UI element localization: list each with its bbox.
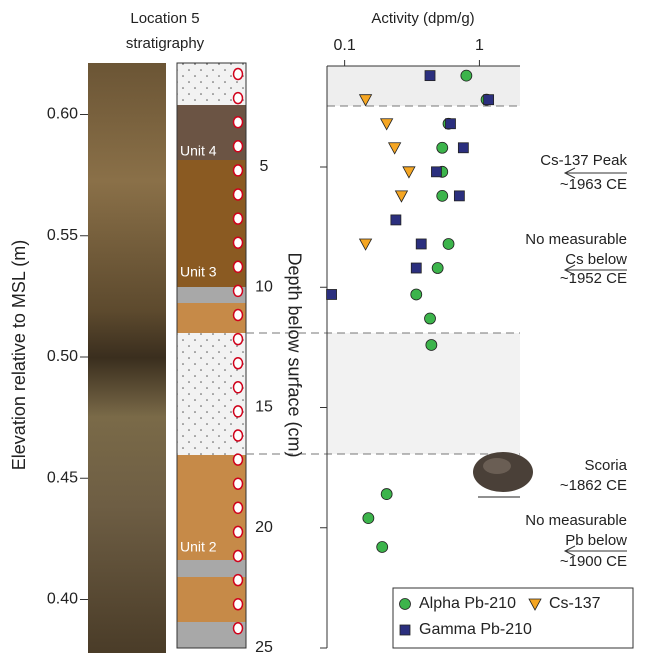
point bbox=[326, 289, 337, 300]
point bbox=[362, 512, 375, 525]
x-tick-label: 0.1 bbox=[334, 37, 356, 54]
sample-marker bbox=[232, 453, 244, 466]
point bbox=[453, 190, 465, 202]
column-title: Location 5 bbox=[130, 10, 199, 27]
annotation-arrow bbox=[563, 264, 627, 276]
sample-marker bbox=[232, 308, 244, 322]
depth-axis-title: Depth below surface (cm) bbox=[284, 252, 304, 457]
point bbox=[376, 541, 389, 553]
point bbox=[358, 94, 373, 107]
sample-marker bbox=[232, 236, 244, 249]
sample-marker bbox=[232, 140, 244, 153]
legend-box bbox=[392, 587, 634, 649]
elevation-tick-label: 0.50 bbox=[47, 348, 78, 365]
point bbox=[436, 189, 449, 202]
sample-marker bbox=[232, 212, 244, 225]
point bbox=[457, 142, 469, 154]
sample-marker bbox=[232, 260, 244, 274]
unit-label: Unit 2 bbox=[180, 539, 217, 555]
core-photo bbox=[88, 63, 166, 653]
sample-marker bbox=[232, 429, 244, 442]
sample-marker bbox=[232, 597, 244, 611]
annotation-arrow bbox=[563, 545, 627, 557]
point bbox=[460, 69, 473, 82]
scoria-image bbox=[473, 452, 533, 498]
sample-marker bbox=[232, 573, 244, 587]
legend-label: Alpha Pb-210 bbox=[419, 595, 516, 612]
point bbox=[424, 70, 436, 82]
annotation: Pb below bbox=[565, 532, 627, 549]
unit-label: Unit 4 bbox=[180, 143, 217, 159]
point bbox=[387, 142, 402, 155]
depth-tick-label: 15 bbox=[255, 399, 273, 416]
point bbox=[402, 166, 416, 179]
sample-marker bbox=[232, 477, 244, 490]
depth-tick-label: 25 bbox=[255, 639, 273, 656]
point bbox=[431, 166, 442, 178]
sample-marker bbox=[232, 549, 244, 563]
elevation-tick-label: 0.60 bbox=[47, 106, 78, 123]
depth-tick-label: 10 bbox=[255, 278, 273, 295]
annotation: ~1900 CE bbox=[560, 553, 627, 570]
unit-label: Unit 3 bbox=[180, 264, 217, 280]
shaded-bands bbox=[246, 65, 520, 455]
sample-marker bbox=[232, 501, 244, 515]
column-title: stratigraphy bbox=[126, 35, 205, 52]
point bbox=[358, 238, 373, 251]
legend-marker bbox=[399, 598, 411, 610]
elevation-tick-label: 0.40 bbox=[47, 591, 78, 608]
annotation: No measurable bbox=[525, 231, 627, 248]
point bbox=[442, 238, 455, 250]
annotation: ~1963 CE bbox=[560, 176, 627, 193]
legend-marker bbox=[528, 598, 542, 611]
legend-marker bbox=[399, 624, 411, 636]
legend-label: Gamma Pb-210 bbox=[419, 621, 532, 638]
sample-marker bbox=[232, 525, 244, 539]
point bbox=[380, 488, 393, 500]
chart-title: Activity (dpm/g) bbox=[371, 10, 474, 27]
depth-tick-label: 5 bbox=[260, 158, 269, 175]
elevation-axis-title: Elevation relative to MSL (m) bbox=[9, 240, 29, 470]
annotation: ~1862 CE bbox=[560, 477, 627, 494]
elevation-tick-label: 0.45 bbox=[47, 469, 78, 486]
sample-marker bbox=[232, 405, 244, 418]
point bbox=[425, 339, 438, 351]
sample-marker bbox=[232, 67, 244, 81]
annotation: No measurable bbox=[525, 512, 627, 529]
point bbox=[390, 214, 402, 226]
sample-marker bbox=[232, 164, 244, 177]
point bbox=[410, 288, 423, 301]
point bbox=[483, 94, 495, 106]
sample-marker bbox=[232, 356, 244, 370]
sample-marker bbox=[232, 381, 244, 394]
point bbox=[436, 141, 449, 154]
point bbox=[415, 238, 427, 250]
stratigraphy-column bbox=[176, 62, 247, 649]
sample-marker bbox=[232, 284, 244, 298]
annotation: ~1952 CE bbox=[560, 270, 627, 287]
sample-marker bbox=[232, 622, 244, 635]
annotation: Scoria bbox=[584, 457, 627, 474]
elevation-tick-label: 0.55 bbox=[47, 227, 78, 244]
annotation: Cs below bbox=[565, 251, 627, 268]
x-tick-label: 1 bbox=[475, 37, 484, 54]
sample-marker bbox=[232, 115, 244, 129]
sample-marker bbox=[232, 332, 244, 346]
point bbox=[445, 118, 456, 130]
legend-label: Cs-137 bbox=[549, 595, 601, 612]
sample-marker bbox=[232, 91, 244, 105]
point bbox=[379, 118, 394, 131]
depth-tick-label: 20 bbox=[255, 519, 273, 536]
point bbox=[431, 262, 444, 274]
point bbox=[394, 190, 409, 203]
point bbox=[410, 262, 422, 274]
point bbox=[424, 312, 436, 325]
annotation-arrow bbox=[563, 167, 627, 179]
annotation: Cs-137 Peak bbox=[540, 152, 627, 169]
sample-marker bbox=[232, 188, 244, 201]
